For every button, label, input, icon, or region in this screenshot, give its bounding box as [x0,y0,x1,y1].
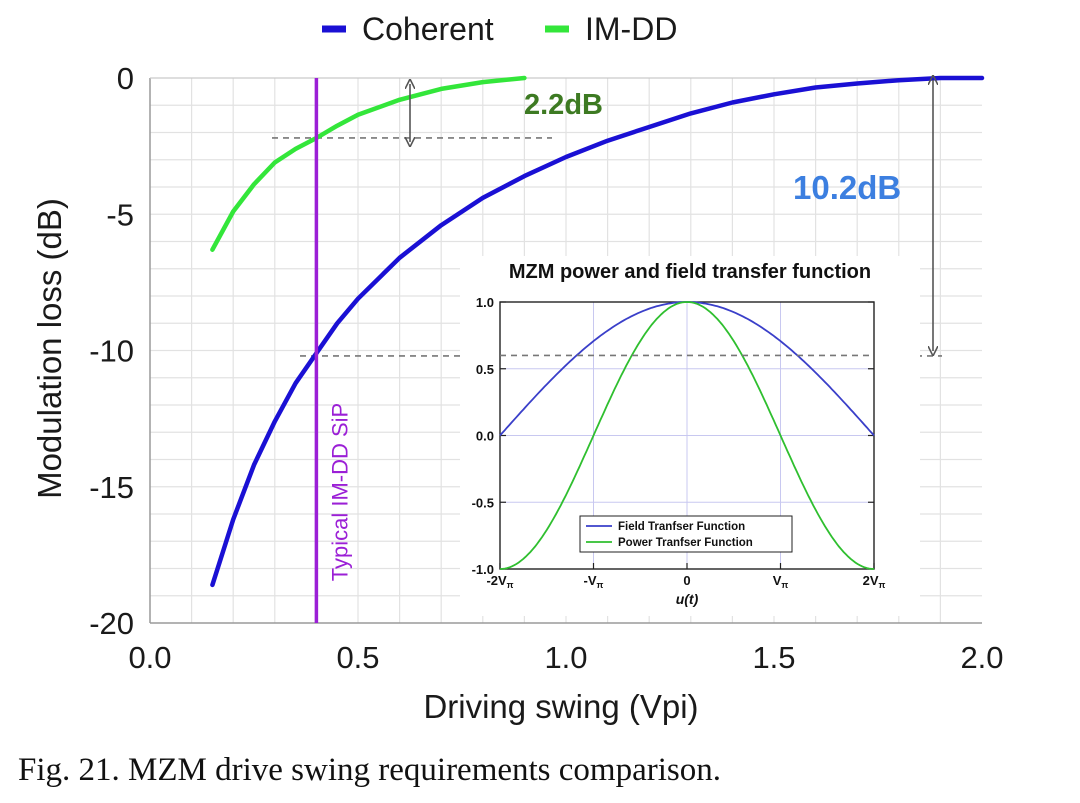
inset-power-curve [499,301,875,570]
inset-x-tick-main: -V [584,573,597,588]
inset-x-tick-label: -Vπ [584,573,604,590]
x-tick-label: 2.0 [960,640,1003,675]
inset-x-tick-subscript: π [597,580,604,590]
y-tick-label: -15 [89,470,134,505]
inset-x-tick-subscript: π [781,580,788,590]
y-tick-label: -20 [89,606,134,641]
x-tick-label: 0.0 [128,640,171,675]
inset-y-tick-label: -0.5 [472,495,494,510]
series-line-imdd [210,75,527,252]
inset-x-tick-label: Vπ [773,573,789,590]
inset-y-tick-label: 0.0 [476,429,494,444]
coherent-gap-label: 10.2dB [793,169,901,206]
x-tick-label: 1.0 [544,640,587,675]
inset-y-tick-label: 0.5 [476,362,494,377]
legend-label-coherent: Coherent [362,11,494,47]
inset-x-tick-subscript: π [507,580,514,590]
inset-x-tick-main: 0 [683,573,690,588]
imdd-gap-label: 2.2dB [524,89,603,121]
inset-x-tick-main: -2V [486,573,507,588]
inset-legend-label: Power Tranfser Function [618,537,753,549]
x-axis-title: Driving swing (Vpi) [423,688,698,725]
typical-imdd-label: Typical IM-DD SiP [327,403,352,581]
legend-label-imdd: IM-DD [585,11,677,47]
x-tick-label: 0.5 [336,640,379,675]
x-tick-label: 1.5 [752,640,795,675]
inset-x-tick-label: -2Vπ [486,573,513,590]
inset-x-tick-label: 2Vπ [863,573,886,590]
y-axis-title: Modulation loss (dB) [31,198,68,499]
inset-y-tick-label: -1.0 [472,562,494,577]
inset-legend-box [579,515,793,553]
inset-y-tick-label: 1.0 [476,295,494,310]
series-line-coherent [210,75,985,588]
inset-x-tick-main: V [773,573,782,588]
y-tick-label: -5 [106,197,134,232]
inset-x-tick-main: 2V [863,573,879,588]
figure-caption: Fig. 21. MZM drive swing requirements co… [18,752,721,788]
inset-x-tick-subscript: π [879,580,886,590]
inset-x-tick-label: 0 [683,573,690,588]
inset-x-axis-title: u(t) [676,591,699,607]
y-tick-label: 0 [117,61,134,96]
y-tick-label: -10 [89,334,134,369]
inset-legend-label: Field Tranfser Function [618,521,745,533]
inset-title: MZM power and field transfer function [509,261,871,283]
